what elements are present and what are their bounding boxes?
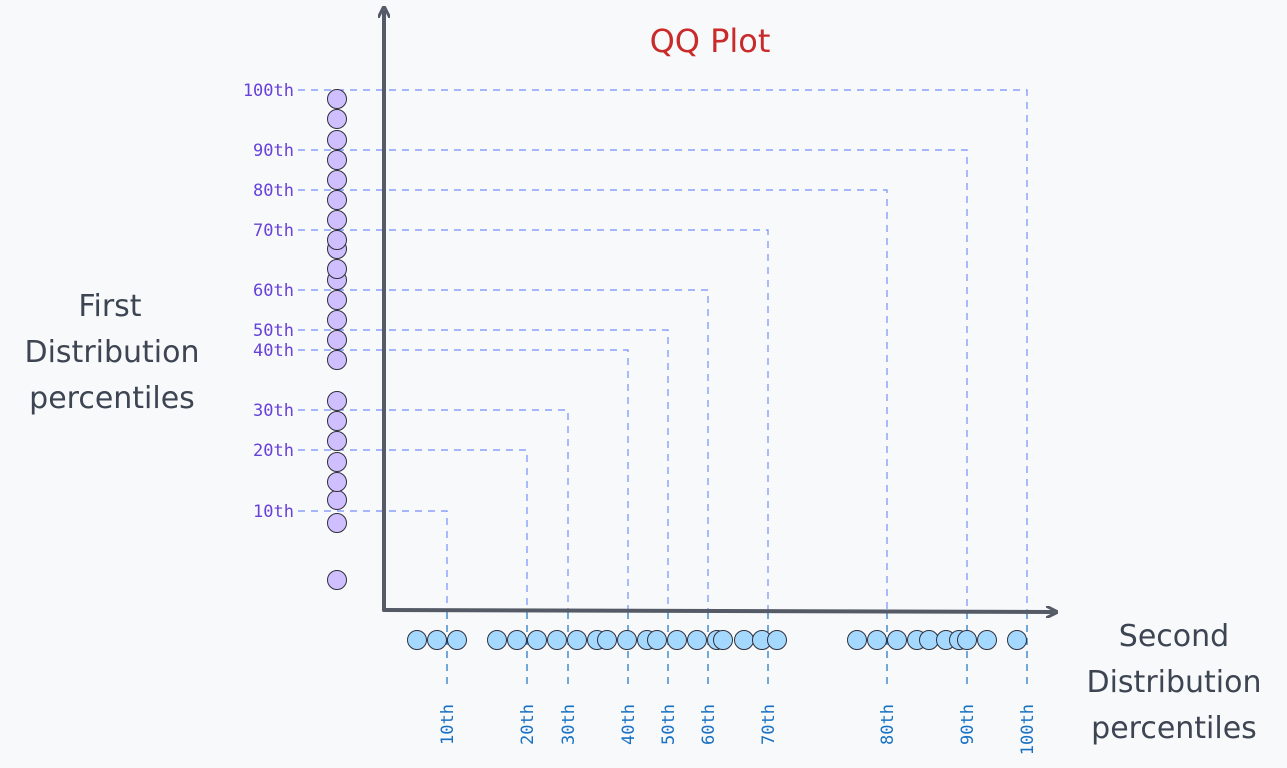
y-tick-label: 70th	[253, 221, 294, 241]
second-distribution-dot	[667, 630, 687, 650]
second-distribution-dot	[867, 630, 887, 650]
x-tick-label: 80th	[878, 704, 898, 745]
x-axis-line	[382, 610, 1052, 612]
y-tick-label: 80th	[253, 181, 294, 201]
first-distribution-dot	[327, 391, 347, 411]
chart-title: QQ Plot	[650, 22, 771, 60]
second-distribution-dots	[407, 630, 1027, 650]
x-tick-label: 100th	[1018, 704, 1038, 755]
second-distribution-dot	[507, 630, 527, 650]
first-distribution-dot	[327, 513, 347, 533]
second-distribution-dot	[977, 630, 997, 650]
second-distribution-dot	[567, 630, 587, 650]
first-distribution-dot	[327, 230, 347, 250]
first-distribution-dot	[327, 190, 347, 210]
second-distribution-dot	[713, 630, 733, 650]
y-axis-label-line-1: First	[78, 289, 141, 324]
y-axis-label-line-2: Distribution	[24, 335, 199, 370]
x-tick-label: 60th	[699, 704, 719, 745]
first-distribution-dot	[327, 472, 347, 492]
x-axis-label-line-2: Distribution	[1086, 665, 1261, 700]
second-distribution-dot	[617, 630, 637, 650]
second-distribution-dot	[547, 630, 567, 650]
second-distribution-dot	[767, 630, 787, 650]
percentile-guide-10	[298, 89, 1028, 612]
y-tick-label: 90th	[253, 141, 294, 161]
x-tick-label: 20th	[518, 704, 538, 745]
second-distribution-dot	[919, 630, 939, 650]
guide-lines	[298, 89, 1028, 690]
second-distribution-dot	[734, 630, 754, 650]
first-distribution-dot	[327, 210, 347, 230]
first-distribution-dot	[327, 290, 347, 310]
x-axis-label-line-1: Second	[1119, 619, 1229, 654]
percentile-guide-5	[298, 329, 669, 612]
second-distribution-dot	[887, 630, 907, 650]
x-tick-label: 70th	[759, 704, 779, 745]
second-distribution-dot	[687, 630, 707, 650]
percentile-guide-6	[298, 289, 709, 612]
second-distribution-dot	[527, 630, 547, 650]
second-distribution-dot	[487, 630, 507, 650]
first-distribution-dot	[327, 570, 347, 590]
second-distribution-dot	[647, 630, 667, 650]
y-tick-label: 40th	[253, 341, 294, 361]
percentile-guide-8	[298, 189, 888, 612]
first-distribution-dot	[327, 150, 347, 170]
first-distribution-dot	[327, 170, 347, 190]
x-tick-label: 50th	[659, 704, 679, 745]
y-tick-label: 20th	[253, 441, 294, 461]
x-tick-label: 30th	[559, 704, 579, 745]
second-distribution-dot	[407, 630, 427, 650]
first-distribution-dot	[327, 411, 347, 431]
percentile-guide-1	[298, 510, 448, 612]
second-distribution-dot	[597, 630, 617, 650]
first-distribution-dot	[327, 259, 347, 279]
x-tick-label: 10th	[438, 704, 458, 745]
second-distribution-dot	[1007, 630, 1027, 650]
first-distribution-dot	[327, 350, 347, 370]
x-tick-label: 90th	[958, 704, 978, 745]
first-distribution-dots	[327, 89, 347, 590]
percentile-guide-9	[298, 149, 968, 612]
first-distribution-dot	[327, 452, 347, 472]
y-tick-label: 30th	[253, 401, 294, 421]
x-tick-labels: 10th 20th 30th 40th 50th 60th 70th 80th 90th 100t…	[438, 704, 1038, 755]
y-tick-label: 50th	[253, 321, 294, 341]
first-distribution-dot	[327, 330, 347, 350]
second-distribution-dot	[427, 630, 447, 650]
percentile-guide-7	[298, 229, 769, 612]
first-distribution-dot	[327, 130, 347, 150]
second-distribution-dot	[447, 630, 467, 650]
y-tick-label: 100th	[243, 81, 294, 101]
first-distribution-dot	[327, 109, 347, 129]
y-axis-label-line-3: percentiles	[29, 381, 195, 416]
first-distribution-dot	[327, 431, 347, 451]
first-distribution-dot	[327, 310, 347, 330]
percentile-guide-4	[298, 349, 629, 612]
percentile-guide-3	[298, 409, 569, 612]
first-distribution-dot	[327, 89, 347, 109]
y-tick-label: 10th	[253, 502, 294, 522]
x-axis-label-line-3: percentiles	[1091, 711, 1257, 746]
second-distribution-dot	[847, 630, 867, 650]
y-tick-label: 60th	[253, 281, 294, 301]
second-distribution-dot	[957, 630, 977, 650]
first-distribution-dot	[327, 490, 347, 510]
x-tick-label: 40th	[619, 704, 639, 745]
